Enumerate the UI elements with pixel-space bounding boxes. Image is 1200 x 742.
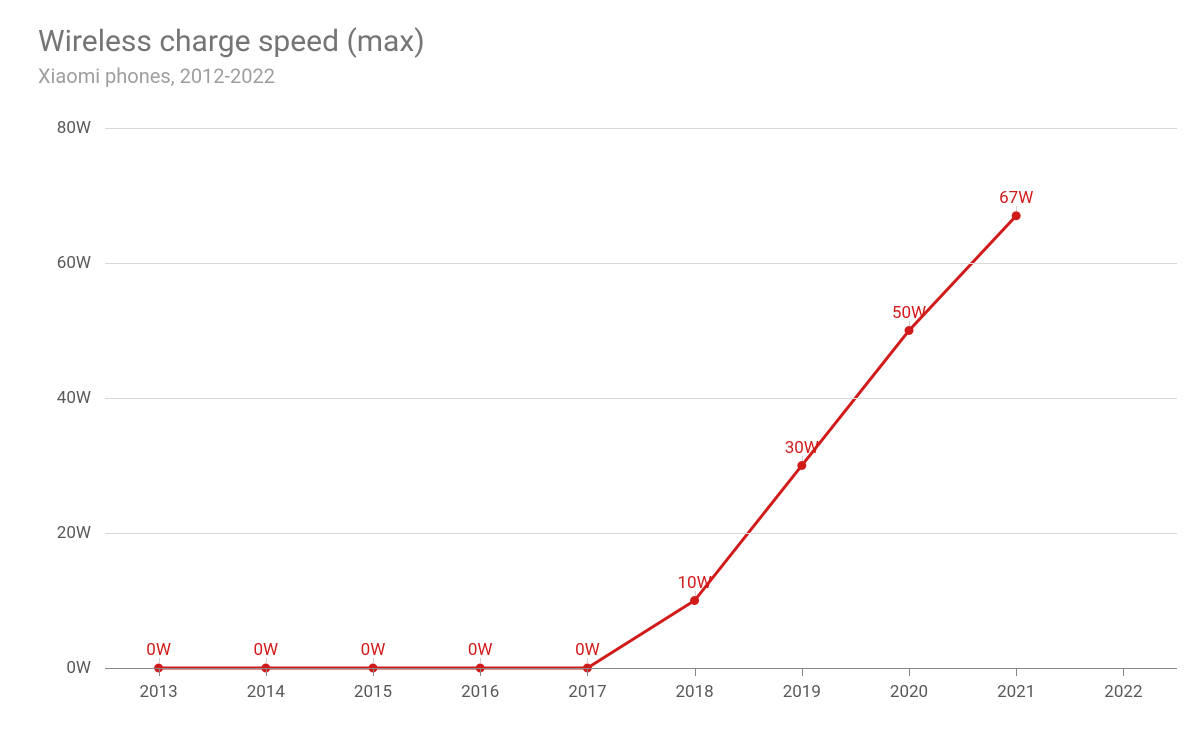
data-label: 0W: [146, 640, 171, 660]
chart-title: Wireless charge speed (max): [38, 24, 425, 59]
data-point: [1012, 211, 1021, 220]
series-line: [159, 216, 1017, 668]
y-tick-label: 20W: [57, 523, 91, 543]
y-tick-label: 40W: [57, 388, 91, 408]
x-tick-label: 2015: [354, 682, 392, 702]
x-tick-label: 2013: [139, 682, 177, 702]
data-point: [797, 461, 806, 470]
x-tick: [1123, 668, 1124, 676]
gridline: [105, 533, 1177, 534]
x-tick-label: 2018: [675, 682, 713, 702]
x-tick-label: 2020: [890, 682, 928, 702]
gridline: [105, 398, 1177, 399]
y-tick-label: 80W: [57, 118, 91, 138]
data-label: 0W: [253, 640, 278, 660]
data-point: [690, 596, 699, 605]
plot-area: 0W20W40W60W80W20132014201520162017201820…: [105, 128, 1177, 668]
data-point: [905, 326, 914, 335]
x-tick: [373, 668, 374, 676]
data-label: 0W: [575, 640, 600, 660]
gridline: [105, 263, 1177, 264]
data-label: 0W: [468, 640, 493, 660]
data-label: 30W: [785, 438, 819, 458]
x-tick: [909, 668, 910, 676]
x-tick: [1016, 668, 1017, 676]
data-label: 10W: [677, 573, 711, 593]
x-tick: [587, 668, 588, 676]
data-label: 0W: [361, 640, 386, 660]
y-tick-label: 60W: [57, 253, 91, 273]
chart-container: Wireless charge speed (max) Xiaomi phone…: [0, 0, 1200, 742]
x-tick-label: 2014: [247, 682, 285, 702]
x-tick: [266, 668, 267, 676]
chart-subtitle: Xiaomi phones, 2012-2022: [38, 64, 275, 88]
x-tick: [480, 668, 481, 676]
x-tick: [802, 668, 803, 676]
data-label: 67W: [999, 188, 1033, 208]
x-tick-label: 2021: [997, 682, 1035, 702]
x-tick-label: 2016: [461, 682, 499, 702]
data-label: 50W: [892, 303, 926, 323]
gridline: [105, 128, 1177, 129]
y-tick-label: 0W: [66, 658, 91, 678]
x-tick-label: 2017: [568, 682, 606, 702]
x-tick-label: 2019: [783, 682, 821, 702]
x-tick: [695, 668, 696, 676]
x-tick: [159, 668, 160, 676]
x-tick-label: 2022: [1104, 682, 1142, 702]
